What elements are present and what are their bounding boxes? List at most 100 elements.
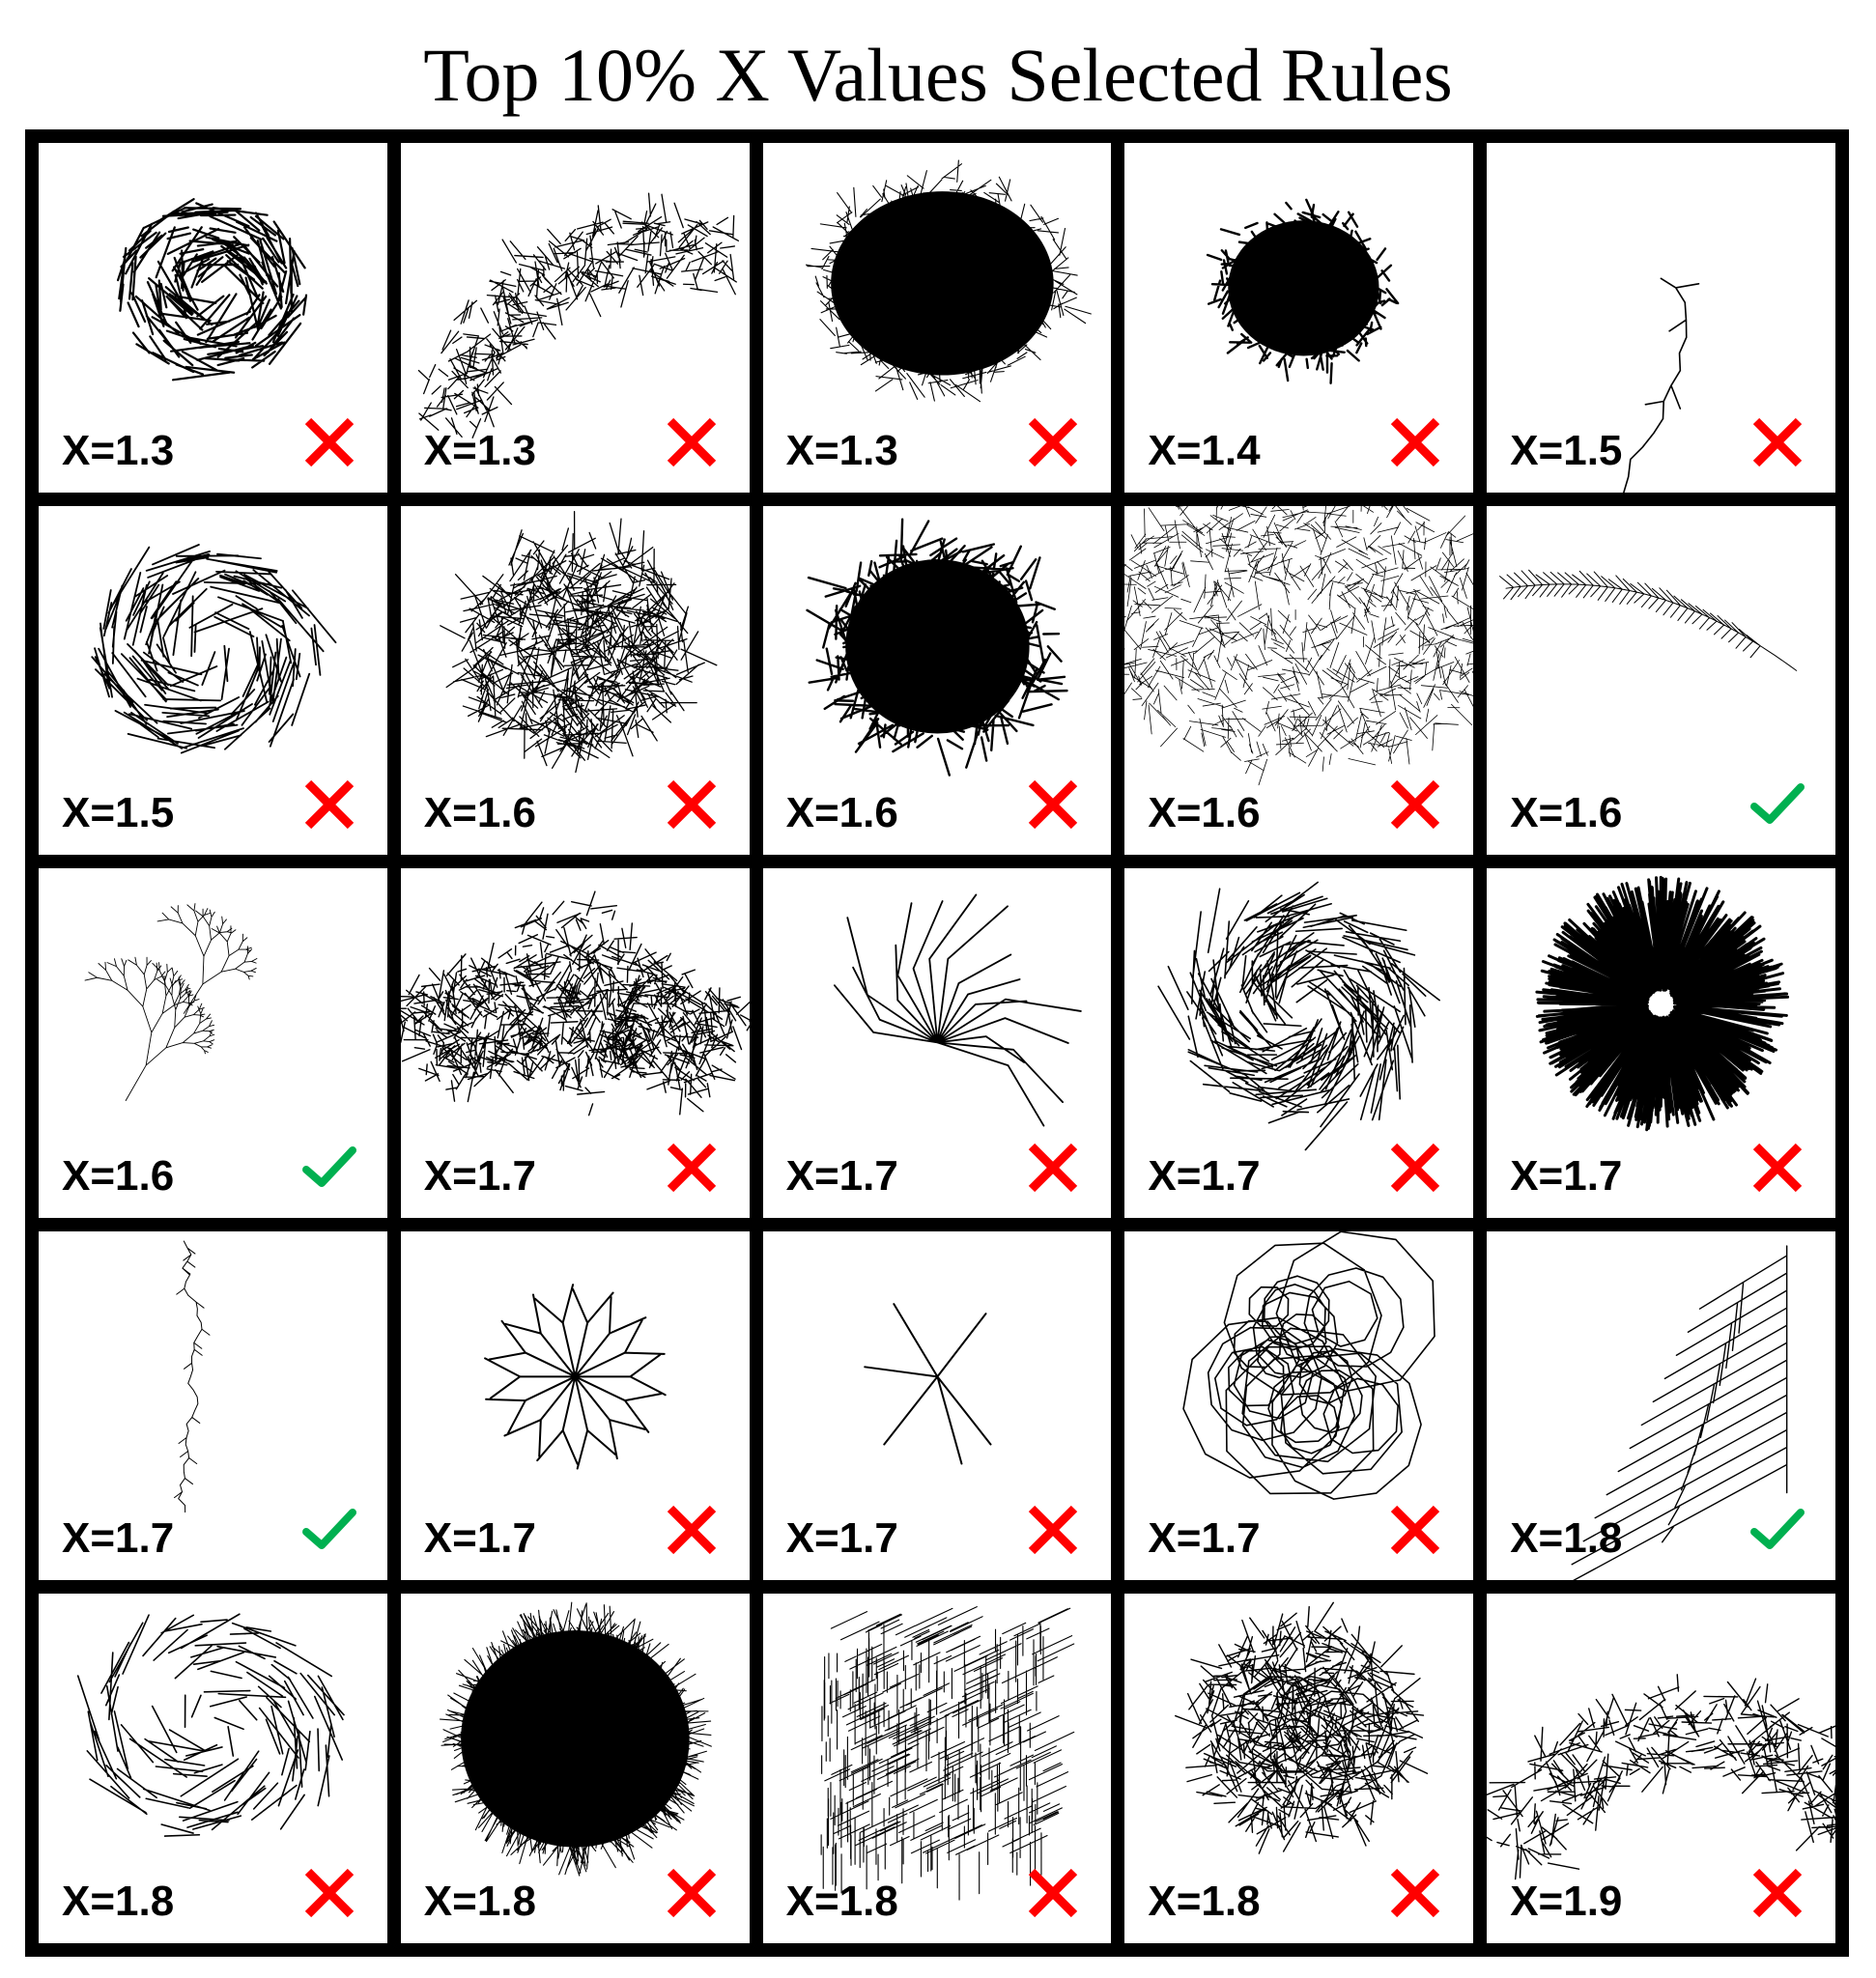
rule-cell: X=1.8	[400, 1594, 750, 1943]
rule-pattern-drawing	[1571, 1245, 1788, 1581]
rule-cell: X=1.5	[39, 505, 387, 856]
figure-title: Top 10% X Values Selected Rules	[423, 33, 1453, 117]
rule-pattern-drawing	[483, 1283, 667, 1470]
rule-cell: X=1.3	[400, 143, 750, 493]
rule-cell: X=1.3	[762, 143, 1112, 493]
rule-cell: X=1.7	[400, 868, 750, 1218]
x-value-label: X=1.7	[1148, 1151, 1261, 1200]
rule-pattern-drawing	[174, 1240, 211, 1512]
rule-pattern-drawing	[1535, 876, 1790, 1132]
rule-cell: X=1.7	[1124, 1230, 1474, 1581]
rule-cell: X=1.7	[39, 1230, 387, 1581]
x-value-label: X=1.7	[785, 1514, 898, 1563]
rule-pattern-drawing	[805, 518, 1068, 777]
x-value-label: X=1.4	[1148, 426, 1261, 474]
x-value-label: X=1.8	[423, 1878, 537, 1925]
cross-icon	[1386, 1864, 1444, 1922]
check-icon	[300, 1139, 358, 1197]
rule-cell: X=1.6	[39, 868, 387, 1218]
rule-cell: X=1.8	[1487, 1230, 1835, 1581]
cross-icon	[300, 776, 358, 834]
x-value-label: X=1.6	[423, 789, 537, 837]
cross-icon	[1386, 1501, 1444, 1559]
rule-cell: X=1.6	[1124, 505, 1474, 856]
cross-icon	[663, 413, 721, 471]
rule-cell: X=1.8	[1124, 1594, 1474, 1943]
cross-icon	[1024, 413, 1082, 471]
rule-cell: X=1.7	[1124, 868, 1474, 1218]
cross-icon	[1024, 1864, 1082, 1922]
x-value-label: X=1.3	[423, 426, 537, 474]
rule-cell: X=1.7	[762, 1230, 1112, 1581]
x-value-label: X=1.8	[1510, 1514, 1623, 1563]
rule-cell: X=1.5	[1487, 143, 1835, 493]
x-value-label: X=1.6	[785, 789, 898, 837]
x-value-label: X=1.6	[1148, 789, 1261, 837]
x-value-label: X=1.7	[785, 1151, 898, 1200]
x-value-label: X=1.6	[62, 1151, 175, 1200]
rule-pattern-drawing	[1175, 1602, 1429, 1855]
rule-cell: X=1.7	[1487, 868, 1835, 1218]
rule-cell: X=1.7	[400, 1230, 750, 1581]
check-icon	[1748, 776, 1806, 834]
rule-pattern-drawing	[1499, 569, 1798, 671]
rules-grid: X=1.3 X=1.3 X=1.3 X=1.4 X=1.5 X=1.5 X=1.6 X=1.6…	[25, 129, 1849, 1957]
cross-icon	[663, 1864, 721, 1922]
rule-cell: X=1.6	[1487, 505, 1835, 856]
cross-icon	[1024, 1501, 1082, 1559]
rule-pattern-drawing	[1207, 198, 1400, 384]
check-icon	[1748, 1501, 1806, 1559]
rule-pattern-drawing	[76, 1613, 345, 1838]
rule-cell: X=1.3	[39, 143, 387, 493]
rule-cell: X=1.7	[762, 868, 1112, 1218]
rule-pattern-drawing	[1623, 277, 1700, 493]
cross-icon	[1386, 413, 1444, 471]
cross-icon	[1024, 776, 1082, 834]
x-value-label: X=1.5	[1510, 426, 1623, 474]
cross-icon	[663, 776, 721, 834]
rule-pattern-drawing	[84, 903, 258, 1102]
rule-cell: X=1.6	[400, 505, 750, 856]
cross-icon	[1748, 413, 1806, 471]
x-value-label: X=1.7	[423, 1151, 537, 1200]
rule-pattern-drawing	[439, 1601, 712, 1877]
cross-icon	[1748, 1864, 1806, 1922]
cross-icon	[1748, 1139, 1806, 1197]
rule-pattern-drawing	[863, 1302, 992, 1465]
rule-cell: X=1.6	[762, 505, 1112, 856]
x-value-label: X=1.5	[62, 789, 175, 837]
rule-cell: X=1.8	[39, 1594, 387, 1943]
rule-pattern-drawing	[91, 543, 337, 754]
x-value-label: X=1.3	[785, 426, 898, 474]
cross-icon	[1024, 1139, 1082, 1197]
x-value-label: X=1.7	[1510, 1151, 1623, 1200]
rule-pattern-drawing	[439, 510, 718, 773]
rule-pattern-drawing	[1124, 505, 1474, 785]
x-value-label: X=1.7	[423, 1514, 537, 1563]
rule-pattern-drawing	[417, 192, 739, 438]
cross-icon	[663, 1139, 721, 1197]
rule-pattern-drawing	[1487, 1674, 1835, 1880]
x-value-label: X=1.3	[62, 426, 175, 474]
x-value-label: X=1.9	[1510, 1878, 1623, 1925]
x-value-label: X=1.7	[1148, 1514, 1261, 1563]
cross-icon	[1386, 1139, 1444, 1197]
rule-pattern-drawing	[1157, 881, 1441, 1151]
x-value-label: X=1.8	[785, 1878, 898, 1925]
rule-pattern-drawing	[1182, 1230, 1436, 1500]
rule-pattern-drawing	[805, 159, 1092, 403]
x-value-label: X=1.6	[1510, 789, 1623, 837]
cross-icon	[1386, 776, 1444, 834]
rule-pattern-drawing	[820, 1606, 1074, 1902]
cross-icon	[300, 1864, 358, 1922]
x-value-label: X=1.8	[62, 1878, 175, 1925]
rule-cell: X=1.4	[1124, 143, 1474, 493]
rule-cell: X=1.8	[762, 1594, 1112, 1943]
rule-pattern-drawing	[116, 198, 308, 381]
rule-pattern-drawing	[833, 893, 1082, 1127]
rule-pattern-drawing	[400, 890, 750, 1116]
rule-cell: X=1.9	[1487, 1594, 1835, 1943]
check-icon	[300, 1501, 358, 1559]
x-value-label: X=1.8	[1148, 1878, 1261, 1925]
cross-icon	[300, 413, 358, 471]
